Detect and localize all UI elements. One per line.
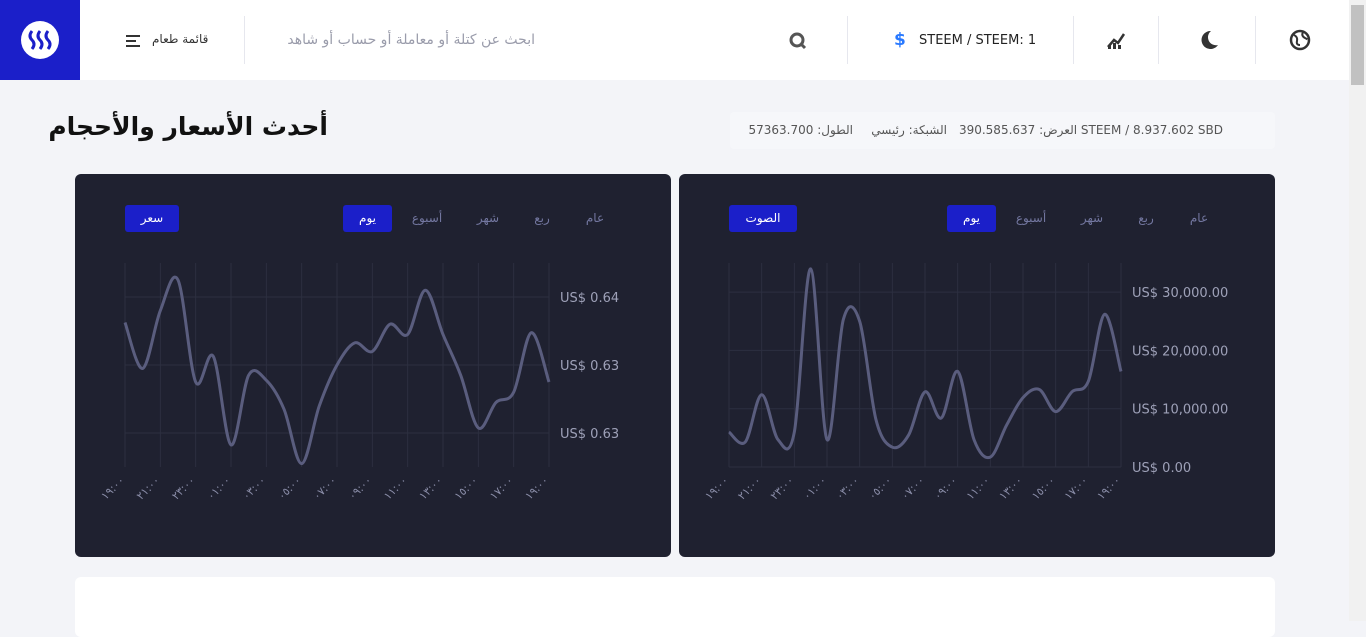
logo-icon [21,21,59,59]
x-tick-label: ١٣:٠٠ [417,474,446,503]
dollar-icon: $ [894,30,906,50]
x-tick-label: ٢٣:٠٠ [768,474,797,503]
separator [1158,16,1159,64]
search-icon[interactable] [789,32,807,50]
chart-icon[interactable] [1106,30,1126,50]
metric-button[interactable]: سعر [125,205,179,232]
period-tab[interactable]: شهر [476,211,500,225]
x-tick-label: ٠٥:٠٠ [275,474,304,503]
x-tick-label: ٠٧:٠٠ [311,474,340,503]
x-tick-label: ١١:٠٠ [381,474,410,503]
x-tick-label: ٠٩:٠٠ [931,474,960,503]
chart: ١٩:٠٠ ٢١:٠٠ ٢٣:٠٠ ٠١:٠٠ ٠٣:٠٠ ٠٥:٠٠ ٠٧:٠٠ ٠٩:٠٠… [703,263,1228,503]
x-tick-label: ٠١:٠٠ [205,474,234,503]
y-tick-label: US$ 10,000.00 [1132,403,1228,418]
x-tick-label: ٠٩:٠٠ [346,474,375,503]
metric-button[interactable]: الصوت [729,205,797,232]
menu-icon [126,35,140,47]
separator [244,16,245,64]
network: الشبكة: رئيسي [871,123,947,137]
x-tick-label: ١٣:٠٠ [997,474,1026,503]
volume-card: ١٩:٠٠ ٢١:٠٠ ٢٣:٠٠ ٠١:٠٠ ٠٣:٠٠ ٠٥:٠٠ ٠٧:٠٠ ٠٩:٠٠… [679,174,1275,557]
info-bar: العرض: 390.585.637 STEEM / 8.937.602 SBD… [730,112,1275,149]
separator [847,16,848,64]
period-tab[interactable]: عام [585,211,605,225]
period-tab[interactable]: ربع [534,211,550,225]
x-tick-label: ١١:٠٠ [964,474,993,503]
x-tick-label: ١٥:٠٠ [1029,474,1058,503]
x-tick-label: ٠١:٠٠ [801,474,830,503]
page-title: أحدث الأسعار والأحجام [48,112,328,141]
data-line [123,275,551,466]
period-tab[interactable]: عام [1189,211,1209,225]
x-tick-label: ٠٣:٠٠ [833,474,862,503]
y-tick-label: US$ 0.64 [560,291,619,306]
x-tick-label: ١٧:٠٠ [1062,474,1091,503]
x-tick-label: ١٧:٠٠ [487,474,516,503]
y-tick-label: US$ 0.00 [1132,461,1191,476]
x-tick-label: ١٩:٠٠ [99,474,128,503]
height: الطول: 57363.700 [748,123,853,137]
x-tick-label: ٢١:٠٠ [134,474,163,503]
logo[interactable] [0,0,80,80]
separator [1073,16,1074,64]
x-tick-label: ٠٥:٠٠ [866,474,895,503]
y-tick-label: US$ 0.63 [560,359,619,374]
y-tick-label: US$ 30,000.00 [1132,286,1228,301]
x-tick-label: ١٩:٠٠ [1095,474,1124,503]
x-tick-label: ١٥:٠٠ [452,474,481,503]
x-tick-label: ٢٣:٠٠ [169,474,198,503]
x-tick-label: ٢١:٠٠ [735,474,764,503]
scroll-thumb[interactable] [1351,5,1364,85]
language-icon[interactable] [1289,29,1311,51]
x-tick-label: ٠٣:٠٠ [240,474,269,503]
period-tab[interactable]: شهر [1080,211,1104,225]
header: قائمة طعام ابحث عن كتلة أو معاملة أو حسا… [0,0,1349,80]
period-tab[interactable]: يوم [947,205,996,232]
data-line [727,267,1123,460]
y-tick-label: US$ 20,000.00 [1132,344,1228,359]
separator [1255,16,1256,64]
scrollbar[interactable] [1349,0,1366,621]
price-card: ١٩:٠٠ ٢١:٠٠ ٢٣:٠٠ ٠١:٠٠ ٠٣:٠٠ ٠٥:٠٠ ٠٧:٠٠ ٠٩:٠٠… [75,174,671,557]
x-tick-label: ١٩:٠٠ [703,474,732,503]
dark-mode-icon[interactable] [1197,29,1219,51]
content-card [75,577,1275,637]
menu-label: قائمة طعام [152,32,209,46]
y-tick-label: US$ 0.63 [560,427,619,442]
menu-button[interactable]: قائمة طعام [126,32,208,52]
chart: ١٩:٠٠ ٢١:٠٠ ٢٣:٠٠ ٠١:٠٠ ٠٣:٠٠ ٠٥:٠٠ ٠٧:٠٠ ٠٩:٠٠… [99,263,619,503]
period-tab[interactable]: أسبوع [411,211,443,225]
period-tab[interactable]: يوم [343,205,392,232]
period-tab[interactable]: أسبوع [1015,211,1047,225]
period-tab[interactable]: ربع [1138,211,1154,225]
price-pair: STEEM / STEEM: 1 [919,33,1037,48]
supply: العرض: 390.585.637 STEEM / 8.937.602 SBD [958,123,1223,137]
x-tick-label: ٠٧:٠٠ [899,474,928,503]
x-tick-label: ١٩:٠٠ [523,474,552,503]
search-placeholder[interactable]: ابحث عن كتلة أو معاملة أو حساب أو شاهد [287,32,535,48]
